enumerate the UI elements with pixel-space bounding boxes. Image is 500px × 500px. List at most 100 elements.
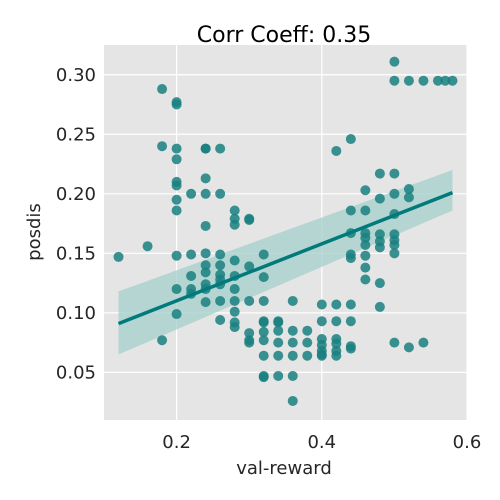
y-tick-label: 0.05	[56, 362, 96, 383]
data-point	[447, 75, 458, 86]
data-point	[215, 315, 226, 325]
data-point	[142, 241, 153, 252]
data-point	[200, 188, 211, 199]
y-tick-label: 0.30	[56, 65, 96, 86]
data-point	[244, 295, 255, 306]
data-point	[389, 56, 400, 67]
data-point	[403, 75, 414, 86]
data-point	[171, 194, 182, 205]
y-tick-label: 0.25	[56, 124, 96, 145]
chart-title: Corr Coeff: 0.35	[197, 23, 371, 48]
data-point	[374, 278, 385, 289]
data-point	[258, 272, 269, 283]
data-point	[157, 335, 168, 346]
data-point	[389, 168, 400, 179]
y-tick-label: 0.10	[56, 303, 96, 324]
data-point	[331, 338, 342, 349]
y-tick-label: 0.15	[56, 243, 96, 264]
data-point	[374, 301, 385, 312]
data-point	[229, 255, 240, 266]
confidence-band-group	[118, 170, 453, 355]
x-tick-label: 0.6	[453, 432, 482, 453]
data-point	[171, 205, 182, 216]
data-point	[186, 270, 197, 281]
data-point	[244, 337, 255, 348]
data-point	[302, 350, 313, 361]
data-point	[171, 154, 182, 165]
data-point	[200, 173, 211, 184]
data-point	[229, 219, 240, 230]
data-point	[360, 262, 371, 273]
data-point	[171, 180, 182, 191]
data-point	[273, 350, 284, 361]
data-point	[171, 143, 182, 154]
data-point	[171, 99, 182, 110]
data-point	[374, 242, 385, 253]
data-point	[171, 284, 182, 295]
data-point	[244, 215, 255, 225]
data-point	[316, 350, 327, 361]
y-tick-labels: 0.05 0.10 0.15 0.20 0.25 0.30	[56, 65, 96, 384]
data-point	[287, 325, 298, 336]
data-point	[273, 370, 284, 381]
data-point	[389, 337, 400, 348]
data-point	[287, 350, 298, 361]
data-point	[200, 220, 211, 231]
data-point	[389, 188, 400, 199]
data-point	[215, 249, 226, 260]
data-point	[432, 75, 443, 86]
data-point	[229, 322, 240, 333]
data-point	[258, 249, 269, 260]
data-point	[287, 337, 298, 348]
x-axis-label: val-reward	[236, 458, 332, 479]
data-point	[360, 205, 371, 216]
data-point	[215, 188, 226, 199]
data-point	[345, 343, 356, 354]
data-point	[374, 168, 385, 179]
data-point	[360, 232, 371, 243]
data-point	[200, 297, 211, 308]
data-point	[287, 395, 298, 406]
data-point	[403, 342, 414, 353]
data-point	[258, 350, 269, 361]
x-tick-labels: 0.2 0.4 0.6	[162, 432, 481, 453]
data-point	[171, 250, 182, 261]
data-point	[200, 260, 211, 271]
data-point	[331, 299, 342, 310]
data-point	[157, 84, 168, 95]
regression-line-group	[117, 190, 454, 326]
data-point	[258, 326, 269, 337]
data-point	[360, 185, 371, 196]
data-point	[273, 337, 284, 348]
data-point	[258, 317, 269, 328]
data-point	[229, 205, 240, 216]
data-point	[113, 251, 124, 262]
data-point	[244, 261, 255, 272]
data-point	[374, 193, 385, 204]
data-point	[389, 240, 400, 250]
data-point	[345, 316, 356, 327]
confidence-band	[118, 170, 453, 355]
data-point	[345, 205, 356, 216]
data-point	[403, 184, 414, 195]
data-point	[157, 141, 168, 152]
data-point	[273, 317, 284, 328]
data-point	[389, 75, 400, 86]
data-point	[244, 328, 255, 339]
y-axis-label: posdis	[24, 203, 45, 261]
data-point	[200, 267, 211, 278]
data-point	[316, 316, 327, 327]
data-point	[215, 260, 226, 271]
data-point	[215, 143, 226, 154]
data-point	[229, 284, 240, 295]
y-tick-label: 0.20	[56, 184, 96, 205]
data-point	[258, 335, 269, 346]
data-point	[331, 316, 342, 327]
data-point	[331, 350, 342, 361]
data-point	[345, 253, 356, 264]
data-point	[200, 143, 211, 154]
regression-line	[117, 190, 454, 326]
data-point	[374, 229, 385, 240]
data-point	[345, 299, 356, 310]
